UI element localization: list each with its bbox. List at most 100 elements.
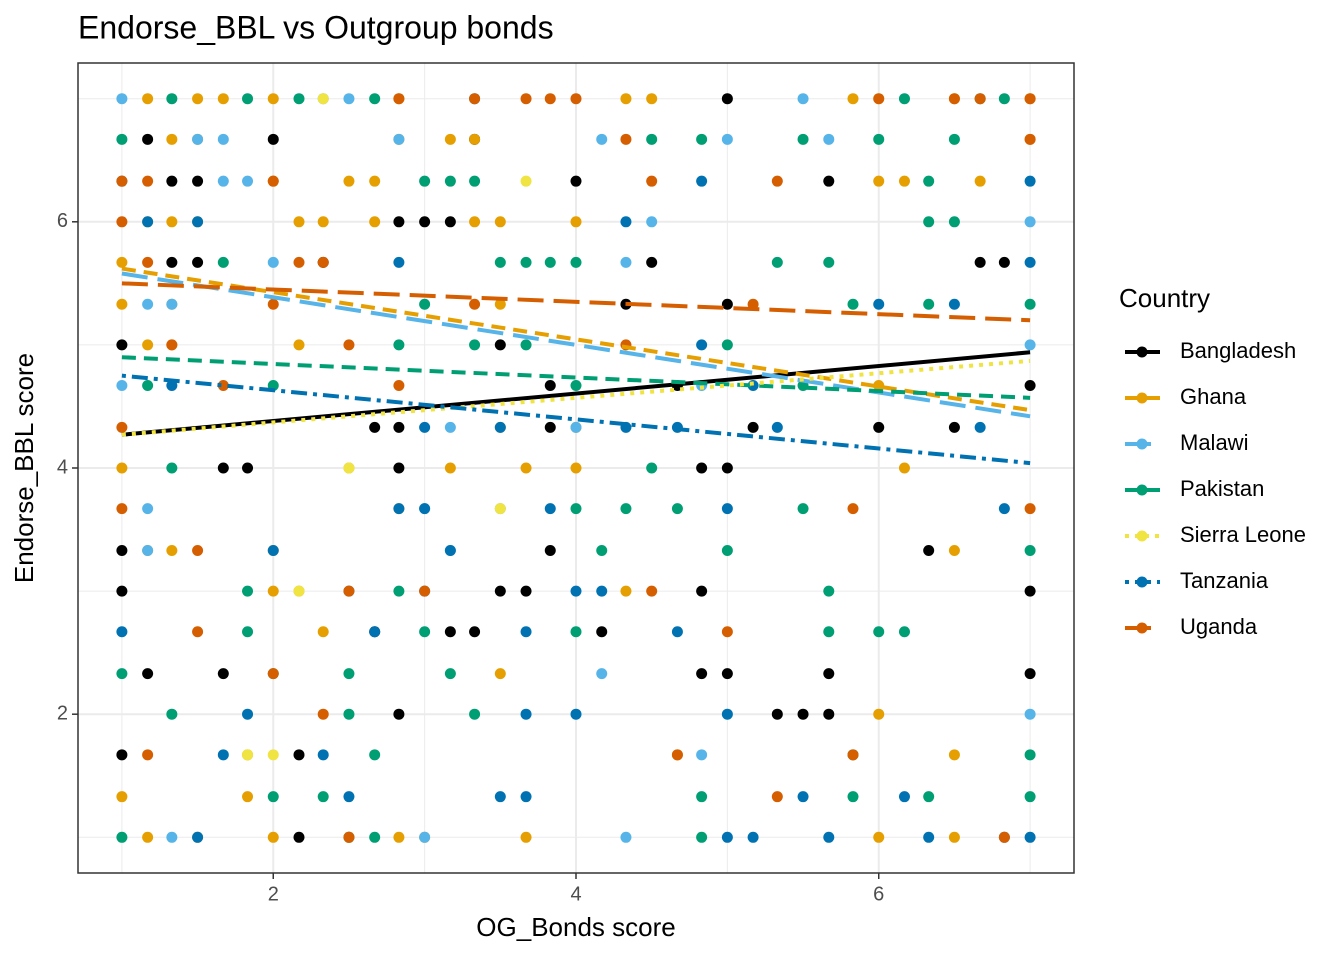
point: [948, 93, 960, 105]
point: [142, 298, 154, 310]
point: [267, 93, 279, 105]
point: [444, 626, 456, 638]
point: [242, 175, 254, 187]
point: [948, 831, 960, 843]
point: [873, 421, 885, 433]
point: [166, 175, 178, 187]
point: [596, 133, 608, 145]
point: [771, 708, 783, 720]
point: [267, 133, 279, 145]
point: [242, 626, 254, 638]
point: [797, 93, 809, 105]
point: [620, 503, 632, 515]
point: [166, 256, 178, 268]
point: [419, 626, 431, 638]
legend-label: Ghana: [1180, 384, 1247, 409]
point: [116, 626, 128, 638]
point: [116, 133, 128, 145]
point: [620, 93, 632, 105]
point: [771, 256, 783, 268]
point: [267, 256, 279, 268]
point: [393, 462, 405, 474]
point: [1024, 339, 1036, 351]
point: [898, 93, 910, 105]
point: [520, 791, 532, 803]
point: [948, 749, 960, 761]
point: [142, 93, 154, 105]
point: [620, 831, 632, 843]
point: [343, 585, 355, 597]
point: [166, 462, 178, 474]
point: [544, 544, 556, 556]
point: [570, 462, 582, 474]
point: [520, 339, 532, 351]
point: [898, 462, 910, 474]
point: [116, 831, 128, 843]
point: [469, 93, 481, 105]
point: [620, 216, 632, 228]
point: [142, 380, 154, 392]
point: [948, 421, 960, 433]
point: [444, 544, 456, 556]
point: [923, 544, 935, 556]
point: [570, 175, 582, 187]
point: [444, 216, 456, 228]
point: [696, 175, 708, 187]
x-tick-label: 6: [873, 883, 884, 905]
point: [923, 791, 935, 803]
legend-key-point: [1136, 346, 1148, 358]
point: [494, 421, 506, 433]
point: [620, 133, 632, 145]
point: [1024, 708, 1036, 720]
point: [771, 791, 783, 803]
point: [797, 791, 809, 803]
point: [267, 831, 279, 843]
legend-key-point: [1136, 530, 1148, 542]
point: [974, 421, 986, 433]
point: [444, 668, 456, 680]
point: [393, 380, 405, 392]
point: [142, 175, 154, 187]
point: [873, 380, 885, 392]
point: [369, 421, 381, 433]
point: [142, 216, 154, 228]
legend-label: Pakistan: [1180, 476, 1264, 501]
point: [166, 339, 178, 351]
point: [217, 175, 229, 187]
point: [469, 175, 481, 187]
point: [444, 175, 456, 187]
point: [242, 708, 254, 720]
point: [494, 585, 506, 597]
point: [217, 462, 229, 474]
y-tick-label: 4: [57, 456, 68, 478]
point: [873, 175, 885, 187]
point: [116, 462, 128, 474]
point: [217, 256, 229, 268]
point: [393, 503, 405, 515]
point: [116, 749, 128, 761]
point: [166, 708, 178, 720]
chart-title: Endorse_BBL vs Outgroup bonds: [78, 9, 554, 45]
point: [998, 503, 1010, 515]
point: [393, 133, 405, 145]
point: [116, 503, 128, 515]
point: [1024, 93, 1036, 105]
point: [192, 175, 204, 187]
point: [696, 585, 708, 597]
point: [267, 749, 279, 761]
point: [494, 791, 506, 803]
point: [317, 93, 329, 105]
point: [1024, 298, 1036, 310]
legend-key-point: [1136, 576, 1148, 588]
point: [293, 256, 305, 268]
point: [948, 544, 960, 556]
point: [823, 668, 835, 680]
point: [419, 585, 431, 597]
legend-label: Sierra Leone: [1180, 522, 1306, 547]
point: [570, 93, 582, 105]
point: [166, 831, 178, 843]
point: [823, 133, 835, 145]
point: [192, 544, 204, 556]
